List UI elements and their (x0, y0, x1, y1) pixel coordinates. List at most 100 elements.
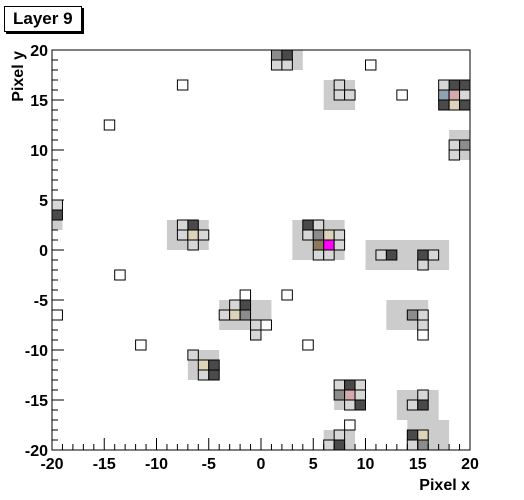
pixel-cell (460, 90, 470, 100)
pixel-cell (334, 440, 344, 450)
pixel-cell (418, 400, 428, 410)
pixel-cell (240, 300, 250, 310)
pixel-cell (407, 310, 417, 320)
pixel-cell (407, 400, 417, 410)
pixel-cell (418, 320, 428, 330)
pixel-cell (460, 100, 470, 110)
pixel-cell (52, 200, 62, 210)
pixel-cell (115, 270, 125, 280)
x-tick-label: -15 (93, 456, 116, 473)
pixel-cell (177, 230, 187, 240)
pixel-cell (104, 120, 114, 130)
pixel-cell (397, 90, 407, 100)
pixel-cell (366, 60, 376, 70)
pixel-cell (324, 440, 334, 450)
pixel-cell (418, 330, 428, 340)
pixel-cell (261, 320, 271, 330)
pixel-cell (177, 220, 187, 230)
pixel-cell (407, 440, 417, 450)
y-tick-label: -10 (25, 343, 48, 360)
pixel-cell (282, 60, 292, 70)
pixel-cell (418, 430, 428, 440)
pixel-cell (418, 250, 428, 260)
pixel-cell (345, 90, 355, 100)
background-regions (52, 50, 470, 450)
pixel-cell (449, 100, 459, 110)
pixel-cell (198, 230, 208, 240)
x-tick-label: 15 (409, 456, 427, 473)
pixel-cell (282, 290, 292, 300)
pixel-cell (188, 350, 198, 360)
pixel-cell (177, 80, 187, 90)
pixel-cell (251, 320, 261, 330)
pixel-cell (334, 390, 344, 400)
pixel-cell (334, 90, 344, 100)
pixel-cell (251, 330, 261, 340)
pixel-cell (198, 360, 208, 370)
y-tick-label: 10 (30, 143, 48, 160)
pixel-cell (376, 250, 386, 260)
pixel-cell (303, 340, 313, 350)
y-tick-label: 15 (30, 93, 48, 110)
y-axis-title: Pixel y (10, 51, 27, 102)
pixel-cell (303, 220, 313, 230)
pixel-cell (271, 60, 281, 70)
pixel-cell (449, 150, 459, 160)
pixel-cell (449, 90, 459, 100)
pixel-cell (52, 310, 62, 320)
y-tick-label: -5 (34, 293, 48, 310)
pixel-cell (418, 390, 428, 400)
pixel-cell (303, 230, 313, 240)
pixel-cell (334, 230, 344, 240)
pixel-cell (313, 220, 323, 230)
y-tick-label: -15 (25, 393, 48, 410)
pixel-cell (334, 380, 344, 390)
pixel-cell (136, 340, 146, 350)
pixel-cell (313, 230, 323, 240)
pixel-cell (334, 240, 344, 250)
pixel-cell (345, 380, 355, 390)
y-tick-label: 5 (39, 193, 48, 210)
pixel-cell (324, 230, 334, 240)
y-tick-label: 0 (39, 243, 48, 260)
pixel-cell (282, 50, 292, 60)
pixel-cell (271, 50, 281, 60)
pixel-cell (418, 440, 428, 450)
pixel-cell (334, 80, 344, 90)
y-tick-label: 20 (30, 43, 48, 60)
pixel-cell (345, 400, 355, 410)
pixel-cell (188, 220, 198, 230)
pixel-cell (355, 390, 365, 400)
pixel-cell (230, 300, 240, 310)
pixel-cell (198, 370, 208, 380)
pixel-cell (449, 140, 459, 150)
pixel-cell (324, 250, 334, 260)
pixel-cell (407, 430, 417, 440)
pixel-cell (460, 140, 470, 150)
pixel-cell (439, 100, 449, 110)
pixel-cell (188, 240, 198, 250)
y-tick-label: -20 (25, 443, 48, 460)
pixel-cell (313, 250, 323, 260)
pixel-cell (418, 310, 428, 320)
pixel-cell (240, 290, 250, 300)
pixel-cell (449, 80, 459, 90)
pixel-cell (313, 240, 323, 250)
pixel-cell (355, 400, 365, 410)
pixel-cell (188, 230, 198, 240)
pixel-cell (209, 370, 219, 380)
pixel-cell (439, 90, 449, 100)
x-axis-title: Pixel x (419, 477, 470, 494)
pixel-cell (324, 240, 334, 250)
pixel-cell (219, 310, 229, 320)
pixel-cell (355, 380, 365, 390)
x-tick-label: -5 (202, 456, 216, 473)
pixel-cell (460, 80, 470, 90)
pixel-cell (345, 420, 355, 430)
pixel-cell (345, 390, 355, 400)
pixel-cell (209, 360, 219, 370)
pixel-cell (240, 310, 250, 320)
x-tick-label: -10 (145, 456, 168, 473)
pixel-cell (230, 310, 240, 320)
